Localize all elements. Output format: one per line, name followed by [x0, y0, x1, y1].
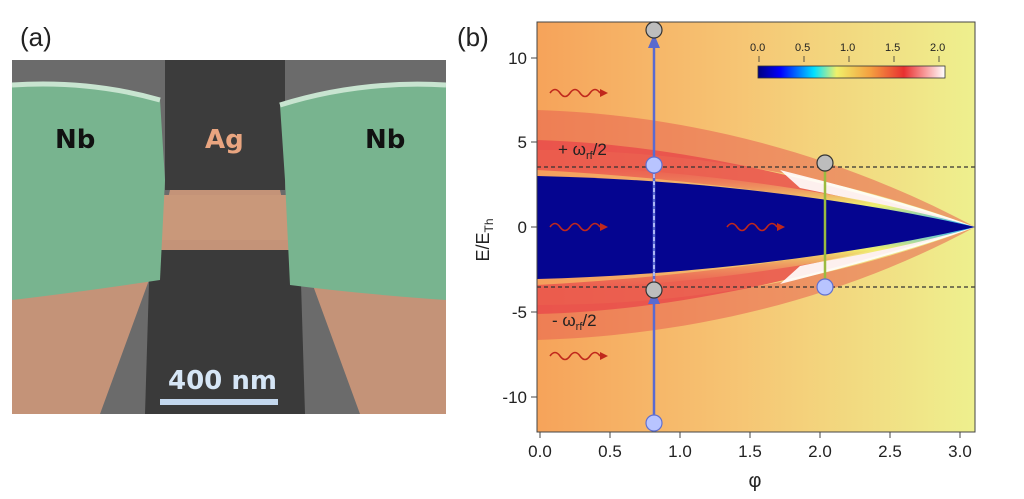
rf-photons — [549, 88, 778, 361]
x-ticks: 0.0 0.5 1.0 1.5 2.0 2.5 3.0 — [528, 442, 972, 461]
nb-left-pad — [12, 84, 165, 300]
colorbar — [757, 65, 946, 79]
marker-top-gray — [645, 21, 663, 39]
gap-edge-lower — [537, 227, 975, 290]
rf-photon-1 — [549, 88, 601, 98]
peak-upper — [780, 170, 975, 227]
nb-left-edge — [11, 81, 161, 103]
heatmap-plot: 0.0 0.5 1.0 1.5 2.0 + ωrf/2 - ωrf/2 — [473, 21, 976, 492]
x-tick-3: 1.5 — [738, 442, 762, 461]
x-tick-2: 1.0 — [668, 442, 692, 461]
x-tick-0: 0.0 — [528, 442, 552, 461]
ag-bridge — [150, 195, 300, 240]
axis-tickmarks — [531, 57, 961, 438]
y-axis-label: E/ETh — [473, 218, 496, 261]
band-upper-outer — [537, 110, 975, 227]
y-tick-5: 5 — [518, 133, 527, 152]
peak-lower — [780, 227, 975, 284]
sem-trench-bottom — [145, 250, 305, 414]
y-tick-0: 0 — [518, 218, 527, 237]
rf-arrowheads — [600, 89, 785, 360]
cb-tick-2: 1.0 — [840, 42, 855, 54]
minigap-region — [537, 176, 975, 279]
rf-photon-3 — [549, 351, 601, 361]
y-tick-m10: -10 — [502, 388, 527, 407]
y-tick-10: 10 — [508, 49, 527, 68]
x-tick-5: 2.5 — [878, 442, 902, 461]
annotation-plus: + ωrf/2 — [558, 140, 607, 162]
cb-tick-0: 0.0 — [750, 42, 765, 54]
marker-bottom-blue — [645, 414, 663, 432]
x-tick-1: 0.5 — [598, 442, 622, 461]
sem-image: Nb Ag Nb 400 nm — [11, 60, 447, 414]
gap-edge-upper — [537, 165, 975, 227]
nb-right-label: Nb — [365, 125, 405, 155]
rf-photon-4 — [726, 222, 778, 232]
band-lower-outer — [537, 227, 975, 340]
x-axis-label: φ — [749, 470, 762, 492]
cb-tick-4: 2.0 — [930, 42, 945, 54]
y-tick-m5: -5 — [512, 303, 527, 322]
sem-trench-top — [165, 60, 285, 190]
cb-tick-1: 0.5 — [795, 42, 810, 54]
marker-green-bottom — [816, 278, 834, 296]
ag-label: Ag — [205, 125, 244, 155]
nb-right-edge — [279, 81, 447, 108]
colorbar-tickmarks — [758, 56, 940, 62]
panel-b-label: (b) — [457, 22, 489, 52]
x-tick-6: 3.0 — [948, 442, 972, 461]
panel-a-label: (a) — [20, 22, 52, 52]
scalebar-label: 400 nm — [168, 366, 277, 396]
cb-tick-3: 1.5 — [885, 42, 900, 54]
nb-right-pad — [280, 84, 446, 300]
marker-green-top — [816, 154, 834, 172]
state-markers — [645, 21, 834, 432]
arrowhead-top — [648, 34, 660, 48]
rf-photon-2 — [549, 222, 601, 232]
colorbar-ticks: 0.0 0.5 1.0 1.5 2.0 — [750, 42, 945, 54]
annotation-minus: - ωrf/2 — [552, 311, 597, 333]
x-tick-4: 2.0 — [808, 442, 832, 461]
nb-left-label: Nb — [55, 125, 95, 155]
y-ticks: 10 5 0 -5 -10 — [502, 49, 527, 407]
scalebar — [160, 399, 278, 405]
marker-lower-gray — [645, 281, 663, 299]
marker-upper-blue — [645, 156, 663, 174]
